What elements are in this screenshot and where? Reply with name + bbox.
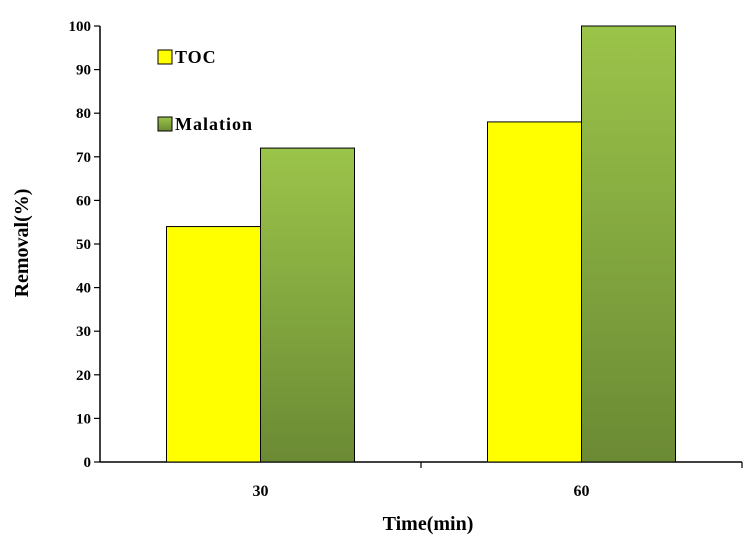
bar-toc-60 [487,121,582,463]
legend-swatch-malation [157,116,173,132]
axis-labels: 0 10 20 30 40 50 60 70 80 90 100 30 60 [69,19,590,500]
x-tick-label: 30 [253,483,269,500]
y-tick-label: 0 [84,455,92,471]
y-tick-label: 30 [76,324,91,340]
y-tick-label: 80 [76,106,91,122]
y-tick-label: 10 [76,411,91,427]
y-tick-label: 100 [69,19,92,35]
y-tick-label: 70 [76,150,91,166]
y-tick-label: 50 [76,237,91,253]
y-tick-label: 60 [76,193,91,209]
y-tick-label: 20 [76,368,91,384]
legend: TOC Malation [157,47,253,134]
bar-toc-30 [166,226,261,463]
y-tick-label: 40 [76,281,91,297]
x-axis-title: Time(min) [383,513,474,535]
y-tick-label: 90 [76,63,91,79]
y-axis-title: Removal(%) [11,189,33,298]
x-tick-label: 60 [574,483,590,500]
bar-malation-60 [581,25,676,463]
legend-swatch-toc [157,49,173,65]
legend-label-toc: TOC [175,47,217,67]
legend-label-malation: Malation [175,114,253,134]
bar-malation-30 [260,147,355,463]
bars [166,25,676,463]
